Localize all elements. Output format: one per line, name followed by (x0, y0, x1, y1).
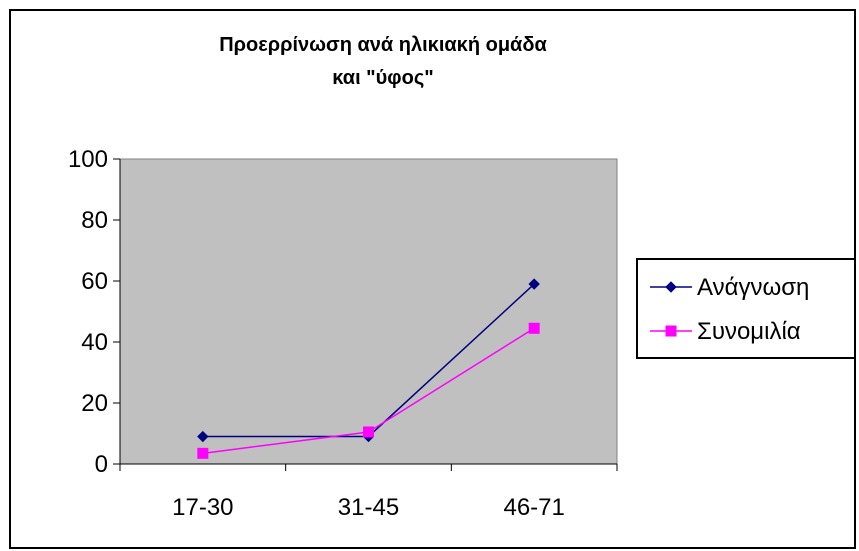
data-point-2 (363, 426, 374, 438)
x-tick-label: 31-45 (338, 494, 399, 521)
chart-title-line-1: Προερρίνωση ανά ηλικιακή ομάδα (219, 34, 547, 56)
legend-label-1: Ανάγνωση (697, 274, 809, 301)
y-tick-label: 0 (95, 451, 108, 478)
legend-box (636, 258, 854, 359)
legend: Ανάγνωση Συνομιλία (650, 274, 809, 345)
legend-label-2: Συνομιλία (697, 318, 801, 345)
axes: 0 20 40 60 80 100 17-30 31-45 46-71 (68, 146, 618, 521)
y-tick-label: 60 (81, 268, 108, 295)
plot-area (119, 158, 618, 465)
y-tick-label: 80 (81, 207, 108, 234)
chart-frame: Προερρίνωση ανά ηλικιακή ομάδα και "ύφος… (9, 9, 856, 549)
line-chart: Προερρίνωση ανά ηλικιακή ομάδα και "ύφος… (68, 34, 854, 521)
legend-marker-2 (665, 325, 677, 337)
x-tick-label: 46-71 (503, 494, 564, 521)
legend-marker-1 (665, 281, 677, 293)
series-layer (197, 278, 540, 459)
data-point-1 (528, 278, 540, 290)
y-tick-label: 100 (68, 146, 108, 173)
data-point-2 (528, 322, 540, 334)
data-point-2 (197, 447, 209, 459)
data-point-1 (197, 430, 209, 443)
y-tick-label: 20 (81, 390, 108, 417)
chart-title-line-2: και "ύφος" (332, 67, 433, 89)
x-tick-label: 17-30 (172, 494, 233, 521)
y-tick-label: 40 (81, 329, 108, 356)
